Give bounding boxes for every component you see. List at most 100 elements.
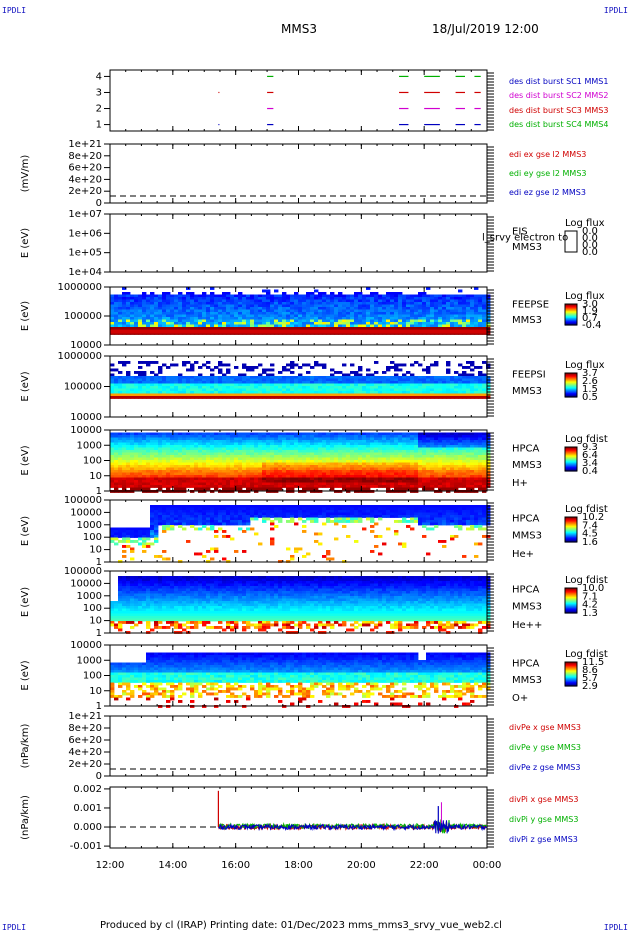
spectrogram-cell bbox=[394, 435, 399, 438]
spectrogram-cell bbox=[190, 376, 195, 379]
spectrogram-cell bbox=[362, 470, 367, 473]
spectrogram-cell bbox=[222, 309, 227, 313]
spectrogram-cell bbox=[298, 480, 303, 483]
spectrogram-cell bbox=[270, 485, 275, 488]
spectrogram-cell bbox=[422, 396, 427, 399]
spectrogram-cell bbox=[442, 388, 447, 392]
spectrogram-cell bbox=[310, 388, 315, 392]
spectrogram-cell bbox=[278, 393, 283, 397]
spectrogram-cell bbox=[394, 467, 399, 471]
spectrogram-cell bbox=[118, 462, 123, 466]
spectrogram-cell bbox=[474, 383, 479, 387]
spectrogram-cell bbox=[406, 435, 411, 438]
spectrogram-cell bbox=[478, 396, 483, 399]
spectrogram-cell bbox=[274, 299, 279, 303]
colorbar-tick-label: 0.0 bbox=[582, 247, 598, 258]
spectrogram-cell bbox=[450, 304, 455, 308]
spectrogram-cell bbox=[426, 383, 431, 387]
spectrogram-cell bbox=[322, 447, 327, 451]
spectrogram-cell bbox=[430, 297, 435, 300]
spectrogram-cell bbox=[186, 460, 191, 463]
spectrogram-cell bbox=[294, 386, 299, 389]
spectrogram-cell bbox=[474, 299, 479, 303]
spectrogram-cell bbox=[334, 304, 339, 308]
spectrogram-cell bbox=[350, 309, 355, 313]
spectrogram-cell bbox=[250, 383, 255, 387]
spectrogram-cell bbox=[470, 391, 475, 394]
spectrogram-cell bbox=[378, 477, 383, 481]
spectrogram-cell bbox=[382, 294, 387, 298]
spectrogram-cell bbox=[334, 442, 339, 446]
spectrogram-cell bbox=[222, 386, 227, 389]
spectrogram-cell bbox=[338, 475, 343, 478]
spectrogram-cell bbox=[374, 314, 379, 318]
spectrogram-cell bbox=[206, 460, 211, 463]
spectrogram-cell bbox=[130, 487, 135, 491]
spectrogram-cell bbox=[394, 388, 399, 392]
spectrogram-cell bbox=[210, 435, 215, 438]
spectrogram-cell bbox=[326, 381, 331, 384]
spectrogram-cell bbox=[122, 287, 127, 290]
spectrogram-cell bbox=[242, 447, 247, 451]
spectrogram-cell bbox=[338, 327, 343, 330]
spectrogram-cell bbox=[366, 460, 371, 463]
spectrogram-cell bbox=[386, 391, 391, 394]
spectrogram-cell bbox=[126, 455, 131, 458]
spectrogram-cell bbox=[318, 292, 323, 295]
spectrogram-cell bbox=[354, 462, 359, 466]
spectrogram-cell bbox=[374, 297, 379, 300]
spectrogram-cell bbox=[286, 381, 291, 384]
spectrogram-cell bbox=[434, 396, 439, 399]
spectrogram-cell bbox=[302, 445, 307, 448]
spectrogram-cell bbox=[134, 294, 139, 298]
spectrogram-cell bbox=[270, 452, 275, 456]
spectrogram-cell bbox=[254, 455, 259, 458]
spectrogram-cell bbox=[218, 314, 223, 318]
spectrogram-cell bbox=[290, 460, 295, 463]
spectrogram-cell bbox=[382, 477, 387, 481]
spectrogram-cell bbox=[290, 383, 295, 387]
spectrogram-cell bbox=[222, 482, 227, 486]
spectrogram-cell bbox=[426, 304, 431, 308]
spectrogram-cell bbox=[266, 386, 271, 389]
spectrogram-cell bbox=[250, 457, 255, 461]
spectrogram-cell bbox=[190, 319, 195, 323]
spectrogram-cell bbox=[202, 312, 207, 315]
spectrogram-cell bbox=[262, 391, 267, 394]
spectrogram-cell bbox=[298, 455, 303, 458]
spectrogram-cell bbox=[242, 391, 247, 394]
legend-entry: edi ez gse l2 MMS3 bbox=[509, 188, 586, 197]
spectrogram-cell bbox=[194, 477, 199, 481]
spectrogram-cell bbox=[402, 297, 407, 300]
spectrogram-cell bbox=[294, 452, 299, 456]
spectrogram-cell bbox=[354, 386, 359, 389]
spectrogram-cell bbox=[246, 455, 251, 458]
spectrogram-cell bbox=[166, 396, 171, 399]
spectrogram-cell bbox=[170, 319, 175, 323]
spectrogram-cell bbox=[410, 302, 415, 305]
spectrogram-cell bbox=[350, 437, 355, 441]
spectrogram-cell bbox=[346, 381, 351, 384]
spectrogram-cell bbox=[406, 477, 411, 481]
spectrogram-cell bbox=[234, 297, 239, 300]
spectrogram-cell bbox=[374, 482, 379, 486]
spectrogram-cell bbox=[354, 437, 359, 441]
spectrogram-cell bbox=[150, 482, 155, 486]
spectrogram-cell bbox=[154, 460, 159, 463]
spectrogram-cell bbox=[422, 297, 427, 300]
spectrogram-cell bbox=[182, 447, 187, 451]
spectrogram-cell bbox=[122, 475, 127, 478]
spectrogram-cell bbox=[134, 437, 139, 441]
spectrogram-cell bbox=[146, 465, 151, 468]
spectrogram-cell bbox=[150, 447, 155, 451]
spectrogram-cell bbox=[370, 432, 375, 436]
spectrogram-cell bbox=[274, 309, 279, 313]
spectrogram-cell bbox=[230, 470, 235, 473]
spectrogram-cell bbox=[178, 487, 183, 491]
spectrogram-cell bbox=[170, 304, 175, 308]
spectrogram-cell bbox=[446, 388, 451, 392]
spectrogram-cell bbox=[158, 368, 163, 372]
spectrogram-cell bbox=[334, 472, 339, 476]
spectrogram-cell bbox=[366, 442, 371, 446]
spectrogram-cell bbox=[202, 319, 207, 323]
